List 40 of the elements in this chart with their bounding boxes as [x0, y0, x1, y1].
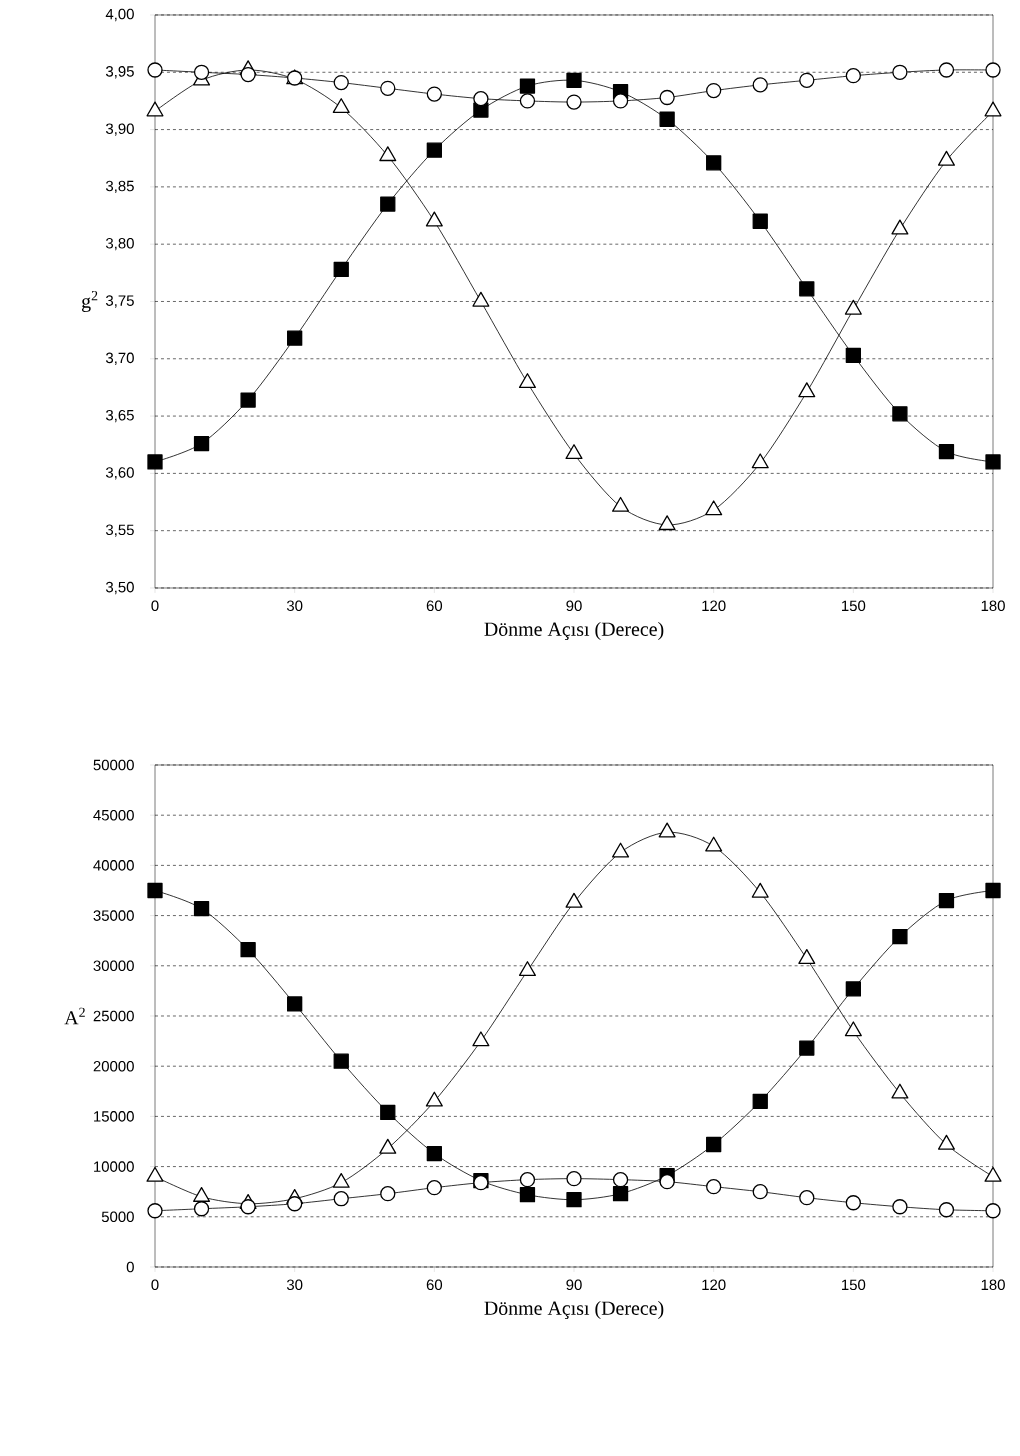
y-tick-label: 3,90: [105, 123, 134, 136]
y-tick-label: 3,75: [105, 295, 134, 308]
x-tick-label: 0: [151, 1279, 159, 1291]
y-tick-label: 30000: [93, 960, 134, 972]
y-axis-title: A$^{2}$: [64, 1007, 85, 1025]
x-tick-label: 90: [566, 1279, 582, 1291]
x-tick-label: 180: [981, 600, 1005, 612]
x-tick-label: 0: [151, 600, 159, 612]
y-axis-title: g$^{2}$: [81, 290, 98, 312]
y-tick-label: 4,00: [105, 8, 134, 22]
y-tick-label: 3,65: [105, 409, 134, 423]
y-tick-label: 3,95: [105, 66, 134, 79]
x-tick-label: 150: [842, 600, 866, 612]
x-tick-label: 120: [702, 1279, 726, 1291]
y-tick-label: 0: [126, 1261, 134, 1273]
y-tick-label: 3,85: [105, 180, 134, 194]
y-tick-label: 35000: [93, 910, 134, 921]
x-tick-label: 150: [842, 1279, 866, 1291]
y-tick-label: 50000: [93, 759, 134, 771]
x-tick-label: 180: [981, 1279, 1005, 1291]
y-tick-label: 40000: [93, 860, 134, 871]
y-tick-label: 3,60: [105, 467, 134, 480]
x-tick-label: 30: [286, 600, 303, 612]
x-tick-label: 90: [566, 600, 582, 612]
y-tick-label: 45000: [93, 809, 134, 821]
y-tick-label: 20000: [93, 1060, 134, 1072]
y-tick-label: 3,55: [105, 524, 134, 537]
y-tick-label: 15000: [94, 1111, 134, 1122]
y-tick-label: 5000: [101, 1211, 134, 1223]
y-tick-label: 10000: [94, 1161, 134, 1172]
y-tick-label: 3,70: [105, 352, 134, 365]
x-axis-title: Dönme Açısı (Derece): [484, 1300, 664, 1319]
x-tick-label: 30: [286, 1279, 303, 1291]
x-tick-label: 120: [702, 600, 726, 612]
y-tick-label: 3,80: [105, 238, 134, 251]
x-axis-title: Dönme Açısı (Derece): [484, 621, 664, 640]
y-tick-label: 25000: [93, 1010, 134, 1022]
x-tick-label: 60: [426, 600, 443, 612]
x-tick-label: 60: [426, 1279, 443, 1291]
y-tick-label: 3,50: [105, 581, 134, 595]
